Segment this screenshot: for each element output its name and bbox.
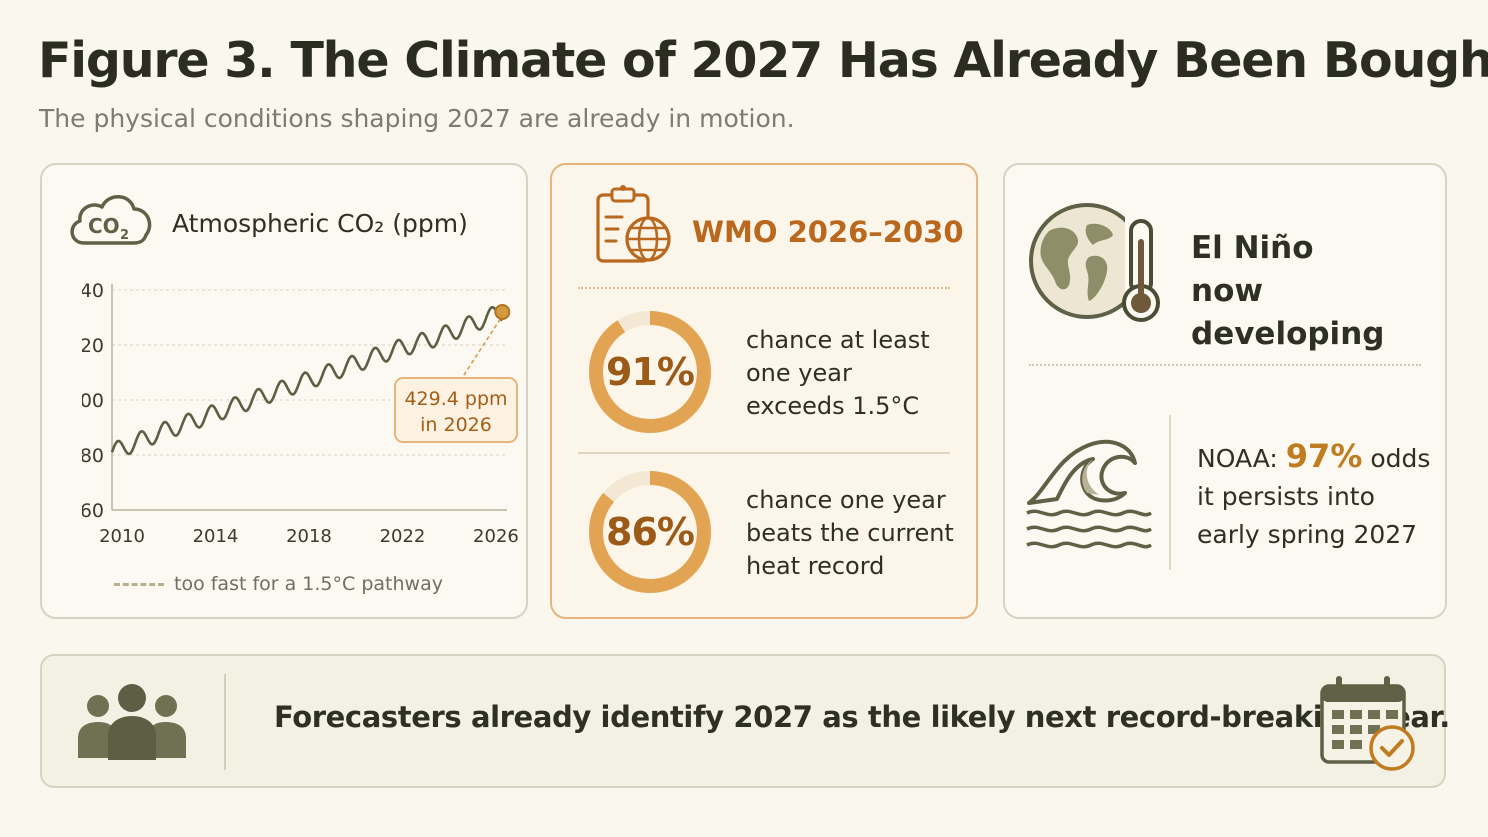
stat-description: chance at least one year exceeds 1.5°C	[746, 324, 930, 423]
stat-percent: 91%	[606, 350, 695, 394]
stat-line: beats the current	[746, 519, 954, 547]
x-tick-label: 2018	[286, 526, 332, 547]
co2-line-chart: 360 380 400 420 440 2010 2014 2018 2022 2026 429.…	[82, 280, 519, 547]
wmo-card: WMO 2026–2030 91% chance at least one ye…	[550, 163, 978, 619]
y-tick-label: 380	[82, 445, 104, 467]
co2-chart-title: Atmospheric CO₂ (ppm)	[172, 209, 468, 238]
callout-year: in 2026	[420, 414, 492, 436]
value-callout: 429.4 ppm in 2026	[394, 377, 518, 443]
svg-text:CO: CO	[88, 214, 120, 238]
callout-value: 429.4 ppm	[404, 388, 507, 410]
ring-arc	[589, 471, 711, 593]
noaa-line: it persists into	[1197, 482, 1375, 511]
y-tick-label: 360	[82, 500, 104, 522]
divider	[578, 452, 950, 454]
conclusion-text: Forecasters already identify 2027 as the…	[274, 700, 1450, 734]
people-group-icon	[78, 684, 186, 760]
chart-legend: too fast for a 1.5°C pathway	[114, 573, 443, 595]
stat-line: one year	[746, 359, 852, 387]
stat-ring-86: 86%	[588, 470, 712, 594]
ring-arc	[589, 311, 711, 433]
stat-ring-91: 91%	[588, 310, 712, 434]
noaa-suffix: odds	[1362, 444, 1431, 473]
legend-dash-swatch	[114, 582, 164, 586]
divider	[578, 287, 950, 289]
noaa-line: early spring 2027	[1197, 520, 1418, 549]
stat-line: chance one year	[746, 486, 946, 514]
noaa-percent: 97%	[1285, 437, 1363, 475]
stat-line: exceeds 1.5°C	[746, 392, 920, 420]
noaa-prefix: NOAA:	[1197, 444, 1286, 473]
globe-icon	[1029, 203, 1125, 319]
x-tick-label: 2026	[473, 526, 519, 547]
svg-text:2: 2	[120, 228, 129, 243]
el-nino-card: El Niño now developing NOAA: 97% odds it…	[1003, 163, 1447, 619]
page-title: Figure 3. The Climate of 2027 Has Alread…	[38, 32, 1488, 89]
el-nino-title-line: now developing	[1191, 273, 1385, 352]
x-tick-label: 2022	[380, 526, 426, 547]
co2-card: CO 2 Atmospheric CO₂ (ppm) 360 380 400 420 4…	[40, 163, 528, 619]
x-tick-label: 2014	[193, 526, 239, 547]
calendar-check-icon	[1320, 676, 1415, 771]
divider	[1169, 415, 1171, 570]
legend-label: too fast for a 1.5°C pathway	[174, 573, 443, 595]
wave-icon	[1026, 439, 1153, 549]
wmo-panel-title: WMO 2026–2030	[692, 215, 964, 249]
callout-leader-line	[461, 318, 501, 379]
latest-value-marker	[494, 304, 511, 320]
el-nino-title: El Niño now developing	[1191, 227, 1445, 356]
clipboard-globe-icon	[596, 185, 671, 263]
y-tick-label: 420	[82, 335, 104, 357]
stat-percent: 86%	[606, 510, 695, 554]
conclusion-banner: Forecasters already identify 2027 as the…	[40, 654, 1450, 788]
el-nino-title-line: El Niño	[1191, 230, 1314, 266]
noaa-statement: NOAA: 97% odds it persists into early sp…	[1197, 437, 1430, 554]
stat-description: chance one year beats the current heat r…	[746, 484, 954, 583]
co2-cloud-icon: CO 2	[70, 195, 152, 245]
x-tick-label: 2010	[99, 526, 145, 547]
stat-line: heat record	[746, 552, 885, 580]
divider	[1029, 364, 1421, 366]
co2-series-line	[110, 306, 504, 456]
y-tick-label: 440	[82, 280, 104, 302]
thermometer-icon	[1122, 219, 1160, 322]
y-tick-label: 400	[82, 390, 104, 412]
divider	[224, 674, 226, 770]
stat-line: chance at least	[746, 326, 930, 354]
page-subtitle: The physical conditions shaping 2027 are…	[39, 104, 795, 133]
